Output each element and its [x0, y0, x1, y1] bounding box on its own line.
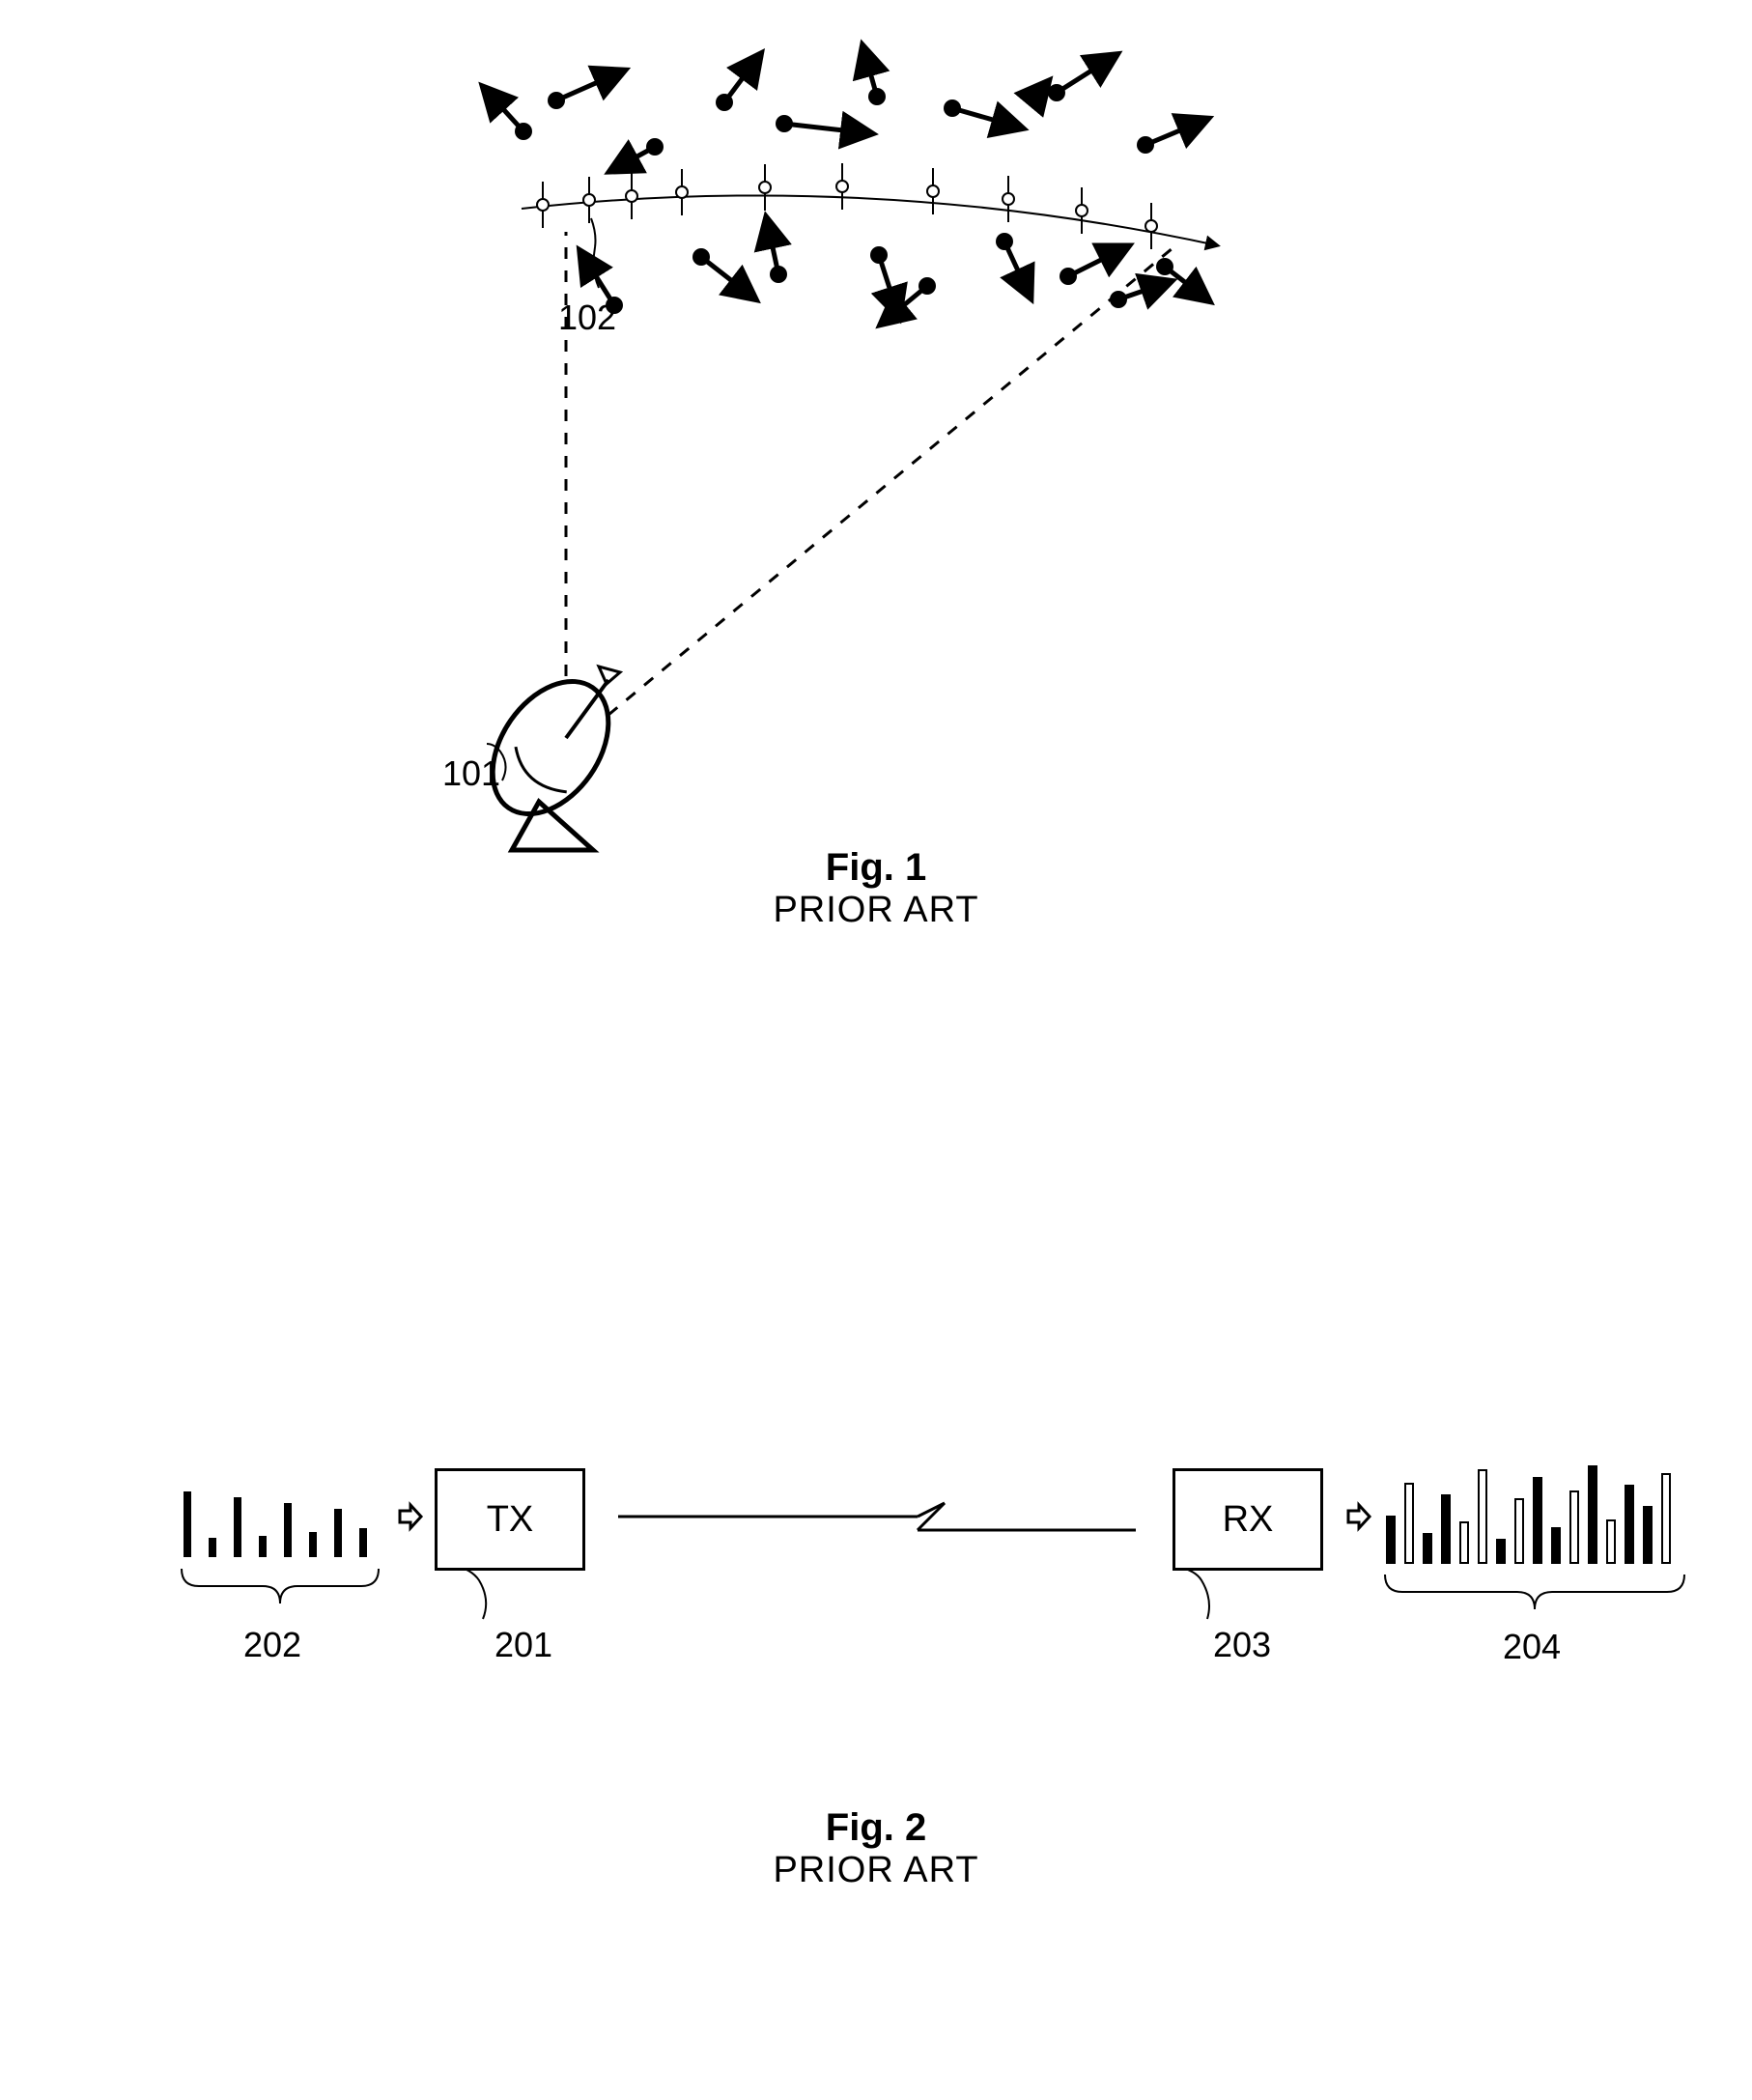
fig2-title: Fig. 2: [0, 1806, 1752, 1850]
fig2-caption: Fig. 2 PRIOR ART: [0, 1806, 1752, 1891]
fig2-leader-lines: [452, 1565, 1209, 1619]
ref-label-203: 203: [1213, 1625, 1271, 1665]
fig1-beam-lines: [566, 232, 1178, 715]
ref-label-102: 102: [558, 298, 616, 338]
rx-label: RX: [1223, 1499, 1274, 1541]
ref-label-201: 201: [495, 1625, 552, 1665]
ref-label-101: 101: [442, 753, 500, 794]
fig2-subtitle: PRIOR ART: [0, 1850, 1752, 1891]
ref-label-202: 202: [243, 1625, 301, 1665]
fig2-braces: [182, 1569, 1684, 1609]
fig2-output-spectrum: [1387, 1466, 1670, 1563]
ref-label-204: 204: [1503, 1627, 1561, 1667]
tx-label: TX: [487, 1499, 534, 1541]
fig1-caption: Fig. 1 PRIOR ART: [0, 846, 1752, 931]
fig1-subtitle: PRIOR ART: [0, 890, 1752, 931]
fig2-svg: [0, 1159, 1752, 1835]
tx-box: TX: [435, 1468, 585, 1571]
fig2-channel-line: [618, 1503, 1136, 1530]
fig1-track: [522, 163, 1217, 249]
fig2-input-spectrum: [184, 1491, 367, 1557]
fig1-title: Fig. 1: [0, 846, 1752, 890]
fig1-svg: [0, 0, 1752, 966]
page: 101 102 Fig. 1 PRIOR ART TX RX 201 202 2…: [0, 0, 1752, 2100]
rx-box: RX: [1173, 1468, 1323, 1571]
